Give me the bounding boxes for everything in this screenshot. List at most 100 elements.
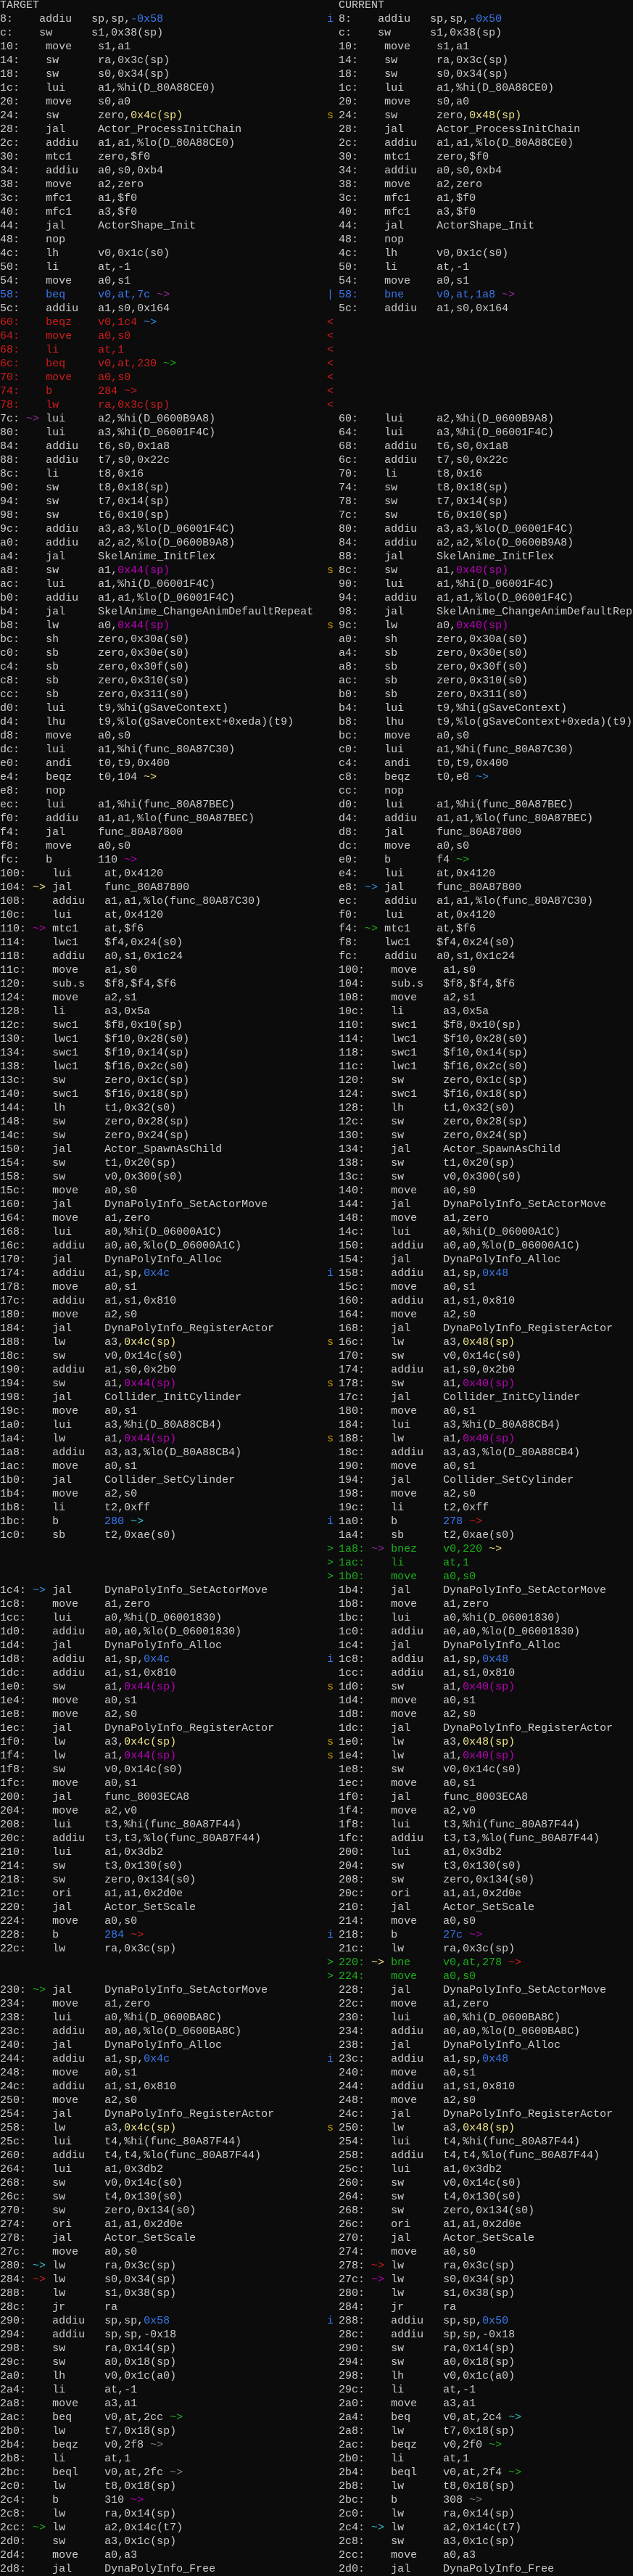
- arrow-slot: [26, 523, 39, 535]
- instruction-mnemonic: lui: [391, 1419, 444, 1431]
- arrow-slot: [371, 2329, 384, 2341]
- arrow-slot: [371, 1212, 384, 1225]
- instruction-operands: ra,0x3c(sp): [443, 2260, 516, 2272]
- instruction-address: 18:: [0, 68, 20, 81]
- instruction-address: 124:: [339, 1088, 365, 1100]
- instruction-mnemonic: sw: [391, 2356, 444, 2369]
- target-instruction: e4: beqz t0,104 ~>: [0, 770, 326, 784]
- target-instruction: 48: nop: [0, 233, 326, 247]
- instruction-mnemonic: jal: [391, 1639, 444, 1652]
- instruction-operands: a3,0x5a: [443, 1005, 489, 1018]
- diff-row: 27c: move a0,s0 274: move a0,s0: [0, 2245, 633, 2259]
- diff-row: 20c: addiu t3,t3,%lo(func_80A87F44) 1fc: …: [0, 1832, 633, 1845]
- arrow-slot: [371, 1943, 384, 1955]
- current-instruction: c4: andi t0,t9,0x400: [339, 757, 633, 770]
- instruction-mnemonic: move: [391, 1695, 444, 1707]
- instruction-mnemonic: jal: [391, 1322, 444, 1335]
- instruction-address: 2a0:: [339, 2398, 365, 2410]
- target-instruction: 13c: sw zero,0x1c(sp): [0, 1074, 326, 1087]
- instruction-address: 16c:: [0, 1240, 27, 1252]
- target-instruction: 1c8: move a1,zero: [0, 1597, 326, 1611]
- diff-row: 1e8: move a2,s0 1d8: move a2,s0: [0, 1708, 633, 1721]
- diff-row: c4: sb zero,0x30f(s0) a8: sb zero,0x30f(s…: [0, 660, 633, 674]
- instruction-operands: a0,a0,%lo(D_0600BA8C): [443, 2025, 581, 2038]
- diff-row: fc: b 110 ~> e0: b f4 ~>: [0, 853, 633, 867]
- target-instruction: 2c4: b 310 ~>: [0, 2493, 326, 2507]
- target-instruction: 70: move a0,s0: [0, 371, 326, 384]
- current-instruction: b0: sb zero,0x311(s0): [339, 688, 633, 701]
- instruction-address: 21c:: [339, 1943, 365, 1955]
- instruction-operands: a0,a0,%lo(D_06000A1C): [104, 1240, 242, 1252]
- instruction-address: 34:: [0, 165, 20, 177]
- arrow-slot: [365, 454, 378, 466]
- instruction-operands: ra: [443, 2301, 457, 2313]
- instruction-address: 1f4:: [339, 1805, 365, 1817]
- diff-row: 94: sw t7,0x14(sp) 78: sw t7,0x14(sp): [0, 495, 633, 509]
- instruction-operands: a2,0x14c(t7): [104, 2522, 183, 2534]
- arrow-slot: [371, 1019, 384, 1032]
- instruction-address: 1ac:: [0, 1460, 27, 1473]
- arrow-slot: [365, 261, 378, 273]
- instruction-mnemonic: addiu: [391, 2149, 444, 2162]
- instruction-mnemonic: lui: [46, 744, 99, 756]
- instruction-mnemonic: lw: [391, 1943, 444, 1955]
- instruction-address: 124:: [0, 992, 27, 1004]
- instruction-mnemonic: move: [384, 840, 437, 852]
- arrow-slot: [33, 1846, 46, 1859]
- current-instruction: f0: lui at,0x4120: [339, 908, 633, 922]
- operand-diff-highlight: 0x40(sp): [463, 1750, 516, 1762]
- arrow-slot: [33, 1391, 46, 1404]
- arrow-slot: [365, 41, 378, 53]
- instruction-operands: a1,%hi(D_80A88CE0): [437, 82, 555, 94]
- instruction-operands: a2,s0: [104, 2094, 138, 2107]
- instruction-mnemonic: addiu: [52, 950, 105, 963]
- arrow-slot: [365, 950, 378, 963]
- current-instruction: 1cc: addiu a1,s1,0x810: [339, 1666, 633, 1680]
- diff-row: 48: nop 48: nop: [0, 233, 633, 247]
- arrow-slot: [33, 1653, 46, 1666]
- arrow-slot: [33, 868, 46, 880]
- instruction-mnemonic: move: [391, 1598, 444, 1610]
- instruction-operands: s0,0x34(sp): [437, 68, 509, 81]
- instruction-mnemonic: sw: [52, 1116, 105, 1128]
- target-instruction: ec: lui a1,%hi(func_80A87BEC): [0, 798, 326, 812]
- instruction-mnemonic: lw: [391, 2425, 444, 2437]
- target-instruction: 2d4: move a0,a3: [0, 2548, 326, 2562]
- target-instruction: 8: addiu sp,sp,-0x58: [0, 12, 326, 26]
- arrow-slot: [365, 812, 378, 825]
- current-instruction: 2c: addiu a1,a1,%lo(D_80A88CE0): [339, 136, 633, 150]
- instruction-operands: a1,sp,: [104, 1653, 144, 1666]
- instruction-address: 26c:: [339, 2218, 365, 2231]
- diff-row: 14c: sw zero,0x24(sp) 130: sw zero,0x24(s…: [0, 1129, 633, 1143]
- instruction-address: 274:: [0, 2218, 27, 2231]
- arrow-slot: [371, 2301, 384, 2313]
- instruction-address: 17c:: [0, 1295, 27, 1307]
- current-instruction: 20c: ori a1,a1,0x2d0e: [339, 1887, 633, 1901]
- instruction-address: 70:: [339, 468, 359, 480]
- arrow-slot: [26, 647, 39, 659]
- instruction-operands: SkelAnime_ChangeAnimDefaultRepeat: [437, 606, 633, 618]
- instruction-operands: s1,0x38(sp): [430, 27, 502, 39]
- arrow-slot: [33, 1722, 46, 1735]
- instruction-operands: v0,at,2f4: [443, 2466, 502, 2479]
- instruction-mnemonic: swc1: [52, 1088, 105, 1100]
- instruction-operands: at,$f6: [104, 923, 144, 935]
- current-instruction: 220: ~> bne v0,at,278 ~>: [339, 1956, 633, 1970]
- instruction-operands: t0,104: [98, 771, 138, 783]
- diff-row: 284: ~> lw s0,0x34(sp) 27c: ~> lw s0,0x34…: [0, 2273, 633, 2287]
- instruction-address: 2c0:: [339, 2508, 365, 2520]
- instruction-mnemonic: move: [52, 2549, 105, 2561]
- instruction-address: 2cc:: [339, 2549, 365, 2561]
- diff-row: 1ec: jal DynaPolyInfo_RegisterActor 1dc: …: [0, 1721, 633, 1735]
- target-instruction: 74: b 284 ~>: [0, 384, 326, 398]
- instruction-operands: a0,: [98, 620, 118, 632]
- arrow-slot: [371, 1750, 384, 1762]
- instruction-operands: Collider_InitCylinder: [443, 1391, 581, 1404]
- instruction-mnemonic: andi: [384, 757, 437, 770]
- instruction-mnemonic: move: [52, 1309, 105, 1321]
- instruction-operands: zero,0x134(s0): [443, 2205, 535, 2217]
- instruction-mnemonic: lui: [384, 82, 437, 94]
- instruction-mnemonic: jal: [46, 220, 99, 232]
- arrow-slot: [33, 1405, 46, 1417]
- arrow-slot: [33, 950, 46, 963]
